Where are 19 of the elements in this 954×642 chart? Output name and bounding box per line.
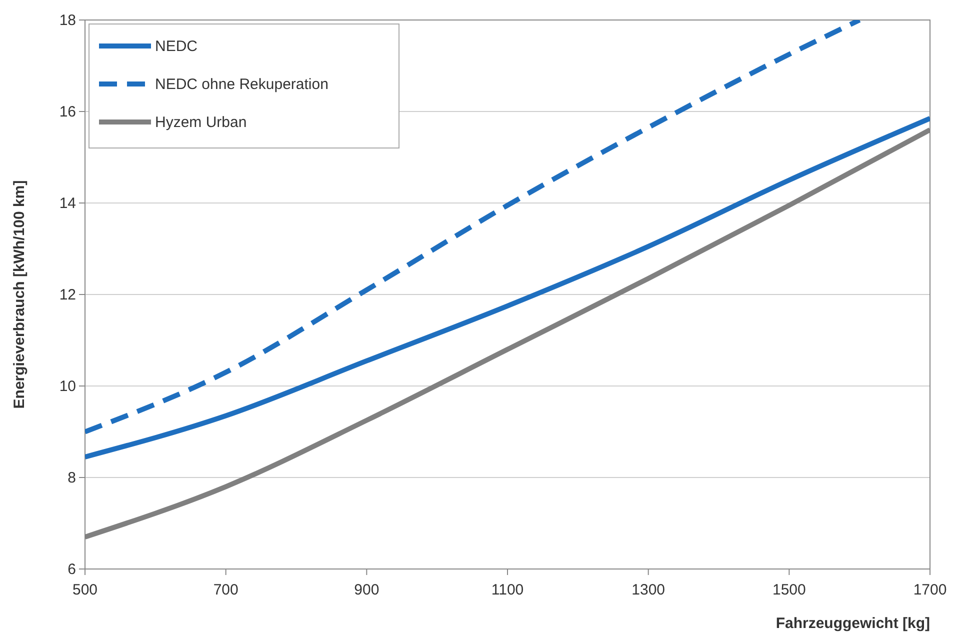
x-tick-label: 1500 bbox=[772, 582, 806, 598]
y-tick-label: 6 bbox=[68, 560, 76, 578]
y-tick-label: 16 bbox=[59, 103, 76, 120]
legend-label: Hyzem Urban bbox=[155, 114, 247, 131]
y-tick-label: 14 bbox=[59, 194, 76, 212]
y-axis-title: Energieverbrauch [kWh/100 km] bbox=[11, 180, 28, 409]
y-tick-label: 10 bbox=[59, 378, 76, 395]
y-tick-label: 18 bbox=[59, 12, 76, 29]
x-tick-label: 700 bbox=[213, 582, 238, 598]
x-tick-label: 1100 bbox=[491, 582, 524, 598]
y-tick-label: 8 bbox=[68, 469, 76, 486]
legend-label: NEDC bbox=[155, 38, 198, 55]
x-tick-label: 900 bbox=[354, 582, 380, 598]
x-tick-label: 500 bbox=[72, 582, 98, 598]
x-axis-title: Fahrzeuggewicht [kg] bbox=[776, 615, 930, 632]
x-tick-label: 1700 bbox=[913, 582, 947, 598]
x-tick-label: 1300 bbox=[632, 582, 666, 598]
legend-label: NEDC ohne Rekuperation bbox=[155, 76, 328, 93]
y-tick-label: 12 bbox=[59, 286, 76, 304]
